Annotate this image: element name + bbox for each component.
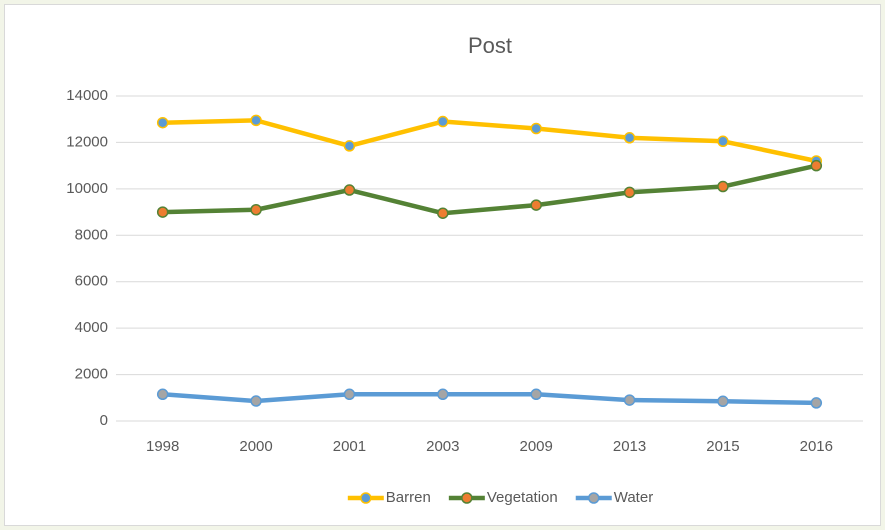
x-tick-label: 2009 <box>520 438 553 455</box>
data-point <box>623 186 636 199</box>
legend-label: Barren <box>386 489 431 506</box>
data-point <box>530 199 542 211</box>
chart-area <box>4 4 881 526</box>
data-point <box>717 135 729 148</box>
data-point <box>343 388 356 401</box>
data-point <box>810 397 823 409</box>
data-point <box>623 394 636 406</box>
series-line <box>162 392 817 406</box>
data-point <box>717 395 729 408</box>
data-point <box>156 206 169 218</box>
data-point <box>717 180 729 193</box>
data-point <box>437 388 449 401</box>
data-point <box>250 395 262 407</box>
data-point <box>156 388 169 401</box>
y-tick-label: 4000 <box>75 319 108 336</box>
data-point <box>343 184 356 196</box>
data-point <box>250 114 262 127</box>
x-tick-label: 2013 <box>613 438 646 455</box>
data-point <box>530 388 542 401</box>
legend-marker <box>587 492 600 504</box>
chart-title: Post <box>468 33 512 58</box>
y-tick-label: 8000 <box>75 226 108 243</box>
y-tick-label: 10000 <box>66 180 108 197</box>
x-tick-label: 1998 <box>146 438 179 455</box>
x-tick-label: 2003 <box>426 438 459 455</box>
y-tick-label: 6000 <box>75 273 108 290</box>
data-point <box>437 115 449 128</box>
data-point <box>623 132 636 144</box>
x-tick-label: 2015 <box>706 438 739 455</box>
legend-marker <box>461 492 473 504</box>
data-point <box>250 204 262 216</box>
data-point <box>437 207 449 219</box>
series-line <box>162 118 817 164</box>
legend-label: Water <box>614 489 653 506</box>
data-point <box>343 140 356 152</box>
y-tick-label: 0 <box>100 412 108 429</box>
y-tick-label: 12000 <box>66 133 108 150</box>
y-tick-label: 14000 <box>66 87 108 104</box>
x-tick-label: 2016 <box>800 438 833 455</box>
legend-marker <box>360 492 372 504</box>
series-line <box>162 163 817 216</box>
x-tick-label: 2001 <box>333 438 366 455</box>
data-point <box>810 159 823 172</box>
legend-label: Vegetation <box>487 489 558 506</box>
data-point <box>156 116 169 129</box>
x-tick-label: 2000 <box>239 438 272 455</box>
y-tick-label: 2000 <box>75 366 108 383</box>
data-point <box>530 122 542 135</box>
